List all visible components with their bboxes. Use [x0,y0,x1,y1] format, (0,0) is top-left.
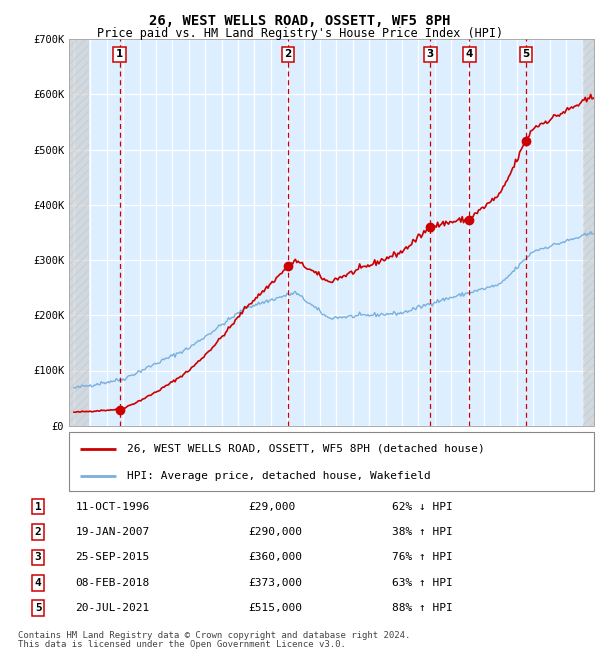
Text: 88% ↑ HPI: 88% ↑ HPI [392,603,453,613]
Text: 1: 1 [116,49,123,59]
Text: 26, WEST WELLS ROAD, OSSETT, WF5 8PH (detached house): 26, WEST WELLS ROAD, OSSETT, WF5 8PH (de… [127,444,485,454]
FancyBboxPatch shape [69,432,594,491]
Text: 11-OCT-1996: 11-OCT-1996 [76,502,150,512]
Text: 4: 4 [466,49,473,59]
Text: 25-SEP-2015: 25-SEP-2015 [76,552,150,562]
Text: 5: 5 [35,603,41,613]
Text: 38% ↑ HPI: 38% ↑ HPI [392,527,453,537]
Text: Contains HM Land Registry data © Crown copyright and database right 2024.: Contains HM Land Registry data © Crown c… [18,630,410,640]
Text: HPI: Average price, detached house, Wakefield: HPI: Average price, detached house, Wake… [127,471,431,480]
Text: £290,000: £290,000 [248,527,302,537]
Text: 08-FEB-2018: 08-FEB-2018 [76,578,150,588]
Text: This data is licensed under the Open Government Licence v3.0.: This data is licensed under the Open Gov… [18,640,346,649]
Text: 63% ↑ HPI: 63% ↑ HPI [392,578,453,588]
Bar [583,39,594,426]
Text: £373,000: £373,000 [248,578,302,588]
Text: £360,000: £360,000 [248,552,302,562]
Text: 2: 2 [284,49,292,59]
Text: 19-JAN-2007: 19-JAN-2007 [76,527,150,537]
Bar [69,39,89,426]
Text: 26, WEST WELLS ROAD, OSSETT, WF5 8PH: 26, WEST WELLS ROAD, OSSETT, WF5 8PH [149,14,451,29]
Text: Price paid vs. HM Land Registry's House Price Index (HPI): Price paid vs. HM Land Registry's House … [97,27,503,40]
Text: 76% ↑ HPI: 76% ↑ HPI [392,552,453,562]
Text: 62% ↓ HPI: 62% ↓ HPI [392,502,453,512]
Text: 2: 2 [35,527,41,537]
Text: 3: 3 [35,552,41,562]
Text: 4: 4 [35,578,41,588]
Text: 20-JUL-2021: 20-JUL-2021 [76,603,150,613]
Text: £515,000: £515,000 [248,603,302,613]
Text: 1: 1 [35,502,41,512]
Text: 3: 3 [427,49,434,59]
Text: £29,000: £29,000 [248,502,296,512]
Text: 5: 5 [522,49,530,59]
